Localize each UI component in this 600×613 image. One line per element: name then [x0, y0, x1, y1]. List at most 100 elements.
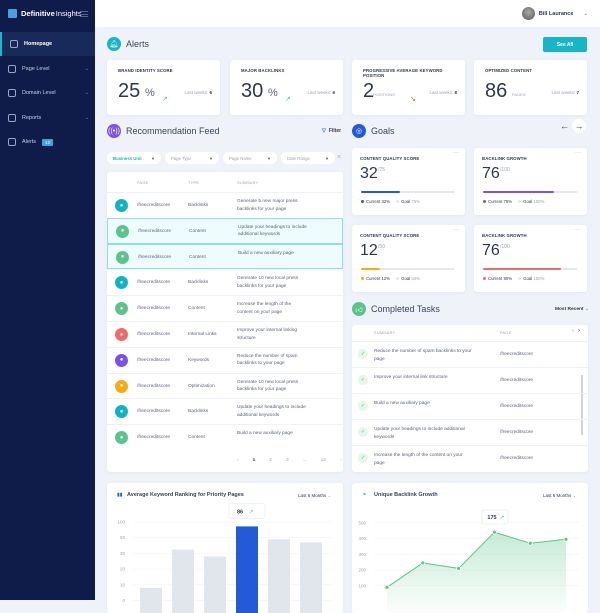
more-options-icon[interactable]: ···: [453, 227, 459, 233]
check-icon: ✓: [358, 453, 368, 463]
menu-toggle-icon[interactable]: [80, 11, 88, 17]
more-options-icon[interactable]: ···: [575, 227, 581, 233]
y-tick-label: 30: [120, 551, 126, 556]
link-icon: ⚭: [362, 492, 368, 498]
link-icon: ●: [115, 276, 128, 290]
filter-icon: ▽: [322, 128, 326, 134]
goal-progress-bar: [361, 191, 455, 193]
chevron-down-icon: ⌄: [84, 65, 89, 72]
table-row[interactable]: ● /freecreditscore Internal Links Improv…: [107, 321, 343, 347]
filter-date-range[interactable]: Date Range ▼: [281, 152, 335, 164]
table-row[interactable]: ● /freecreditscore Content Update your h…: [107, 217, 343, 244]
table-row[interactable]: ● /freecreditscore Content Build a new a…: [107, 243, 343, 270]
sidebar-item-alerts[interactable]: Alerts 12: [0, 130, 95, 154]
prev-page-button[interactable]: ‹: [237, 458, 239, 463]
check-icon: ✓: [358, 401, 368, 411]
tooltip: [228, 502, 266, 519]
table-row[interactable]: ● /freecreditscore Content Build a new a…: [107, 424, 343, 450]
bell-icon: 🔔︎: [107, 37, 121, 51]
logo[interactable]: Definitive Insights: [8, 9, 82, 18]
y-tick-label: 400: [358, 536, 366, 541]
check-icon: ✓: [358, 349, 368, 359]
bar: [204, 556, 226, 613]
trend-up-icon: ↗: [249, 509, 254, 515]
section-title: Alerts: [126, 39, 150, 49]
clear-filters-icon[interactable]: ×: [337, 154, 342, 161]
filter-page-name[interactable]: Page Name ▼: [223, 152, 277, 164]
logo-icon: [8, 9, 17, 18]
task-row[interactable]: ✓ Update your headings to include additio…: [352, 419, 588, 445]
wrench-icon: ●: [115, 379, 128, 393]
range-dropdown[interactable]: Last 6 Months ⌄: [543, 493, 577, 498]
filter-page-type[interactable]: Page Type ▼: [165, 152, 219, 164]
chevron-down-icon: ⌄: [84, 114, 89, 121]
task-row[interactable]: ✓ Build a new auxiliary page/freecreditsc…: [352, 393, 588, 419]
sidebar-item-homepage[interactable]: Homepage: [0, 32, 95, 56]
page-1[interactable]: 1: [252, 458, 256, 463]
document-icon: ●: [115, 302, 128, 316]
trend-up-icon: ↗: [500, 515, 505, 521]
bar: [268, 539, 290, 613]
caret-down-icon: ▼: [267, 155, 271, 161]
more-options-icon[interactable]: ···: [453, 150, 459, 156]
arrow-right-icon[interactable]: →: [572, 119, 586, 133]
next-icon[interactable]: ›: [578, 328, 580, 334]
broadcast-icon: ((•)): [107, 124, 121, 138]
y-tick-label: 50: [120, 535, 126, 540]
see-all-button[interactable]: See All: [543, 37, 587, 52]
bar-chart: 0 10 20 30 50 100 86 ↗: [117, 502, 332, 613]
sidebar-item-domain-level[interactable]: Domain Level ⌄: [0, 81, 95, 105]
filter-button[interactable]: ▽ Filter: [322, 128, 342, 134]
y-tick-label: 20: [120, 567, 126, 572]
page-3[interactable]: 3: [285, 458, 289, 463]
series-line: [386, 531, 567, 588]
alert-card[interactable]: MAJOR BACKLINKS 30 % ↗ Last weeks: 6: [230, 60, 343, 115]
alert-card[interactable]: PROGRESSIVE AVERAGE KEYWORD POSITION 2 P…: [352, 60, 465, 115]
pagination: ‹ 1 2 3... 12 ›: [237, 458, 342, 463]
bar: [236, 526, 258, 613]
user-menu[interactable]: Bill Laurance ⌄: [521, 7, 588, 20]
table-row[interactable]: ● /freecreditscore Backlinks Generate 5 …: [107, 192, 343, 218]
data-point: [491, 529, 497, 535]
top-bar: Bill Laurance ⌄: [95, 0, 600, 27]
document-icon: ●: [116, 224, 129, 238]
table-row[interactable]: ● /freecreditscore Backlinks Update your…: [107, 398, 343, 424]
alert-card[interactable]: BRAND IDENTITY SCORE 25 % ↗ Last weeks: …: [107, 60, 220, 115]
alerts-header: 🔔︎ Alerts: [107, 37, 149, 51]
table-row[interactable]: ● /freecreditscore Optimization Generate…: [107, 372, 343, 399]
data-point: [456, 566, 461, 571]
goal-progress-bar: [361, 268, 455, 270]
link-icon: ●: [115, 199, 128, 212]
task-row[interactable]: ✓ Reduce the number of spam backlinks to …: [352, 341, 588, 367]
y-tick-label: 300: [358, 552, 366, 557]
caret-down-icon: ▼: [325, 155, 329, 161]
sort-dropdown[interactable]: Most Recent ⌄: [555, 307, 589, 312]
table-row[interactable]: ● /freecreditscore Content Increase the …: [107, 295, 343, 321]
more-options-icon[interactable]: ···: [575, 150, 581, 156]
y-tick-label: 100: [117, 520, 125, 525]
sidebar-item-page-level[interactable]: Page Level ⌄: [0, 57, 95, 81]
next-page-button[interactable]: ›: [339, 458, 342, 463]
goal-card: ··· CONTENT QUALITY SCORE 32 /75 Current…: [352, 148, 465, 215]
page-12[interactable]: 12: [320, 458, 326, 463]
range-dropdown[interactable]: Last 6 Months ⌄: [298, 493, 332, 498]
sidebar-item-reports[interactable]: Reports ⌄: [0, 106, 95, 130]
arrow-left-icon[interactable]: ←: [560, 121, 569, 131]
task-row[interactable]: ✓ Improve your internal link structure/fr…: [352, 367, 588, 393]
backlink-growth-chart: ⚭ Unique Backlink Growth Last 6 Months ⌄…: [352, 483, 588, 613]
table-row[interactable]: ● /freecreditscore Backlinks Generate 10…: [107, 269, 343, 295]
goal-card: ··· CONTENT QUALITY SCORE 12 /50 Current…: [352, 225, 465, 292]
browser-icon: [8, 89, 16, 97]
y-tick-label: 100: [358, 583, 366, 588]
goal-card: ··· BACKLINK GROWTH 76 /100 Current 90% G…: [474, 225, 587, 292]
area-fill: [387, 532, 566, 613]
page-2[interactable]: 2: [269, 458, 272, 463]
tasks-table: SUMMARY PAGE ‹ › ✓ Reduce the number of s…: [352, 325, 588, 472]
prev-icon[interactable]: ‹: [572, 328, 574, 334]
filter-business-unit[interactable]: Business Unit ▼: [107, 152, 161, 164]
scrollbar[interactable]: [581, 375, 583, 435]
table-row[interactable]: ● /freecreditscore Keywords Reduce the n…: [107, 346, 343, 373]
task-row[interactable]: ✓ Increase the length of the content on y…: [352, 445, 588, 471]
chevron-down-icon: ⌄: [84, 90, 89, 96]
alert-card[interactable]: OPTIMIZED CONTENT 86 PAGES Last weeks: 7: [474, 60, 587, 115]
